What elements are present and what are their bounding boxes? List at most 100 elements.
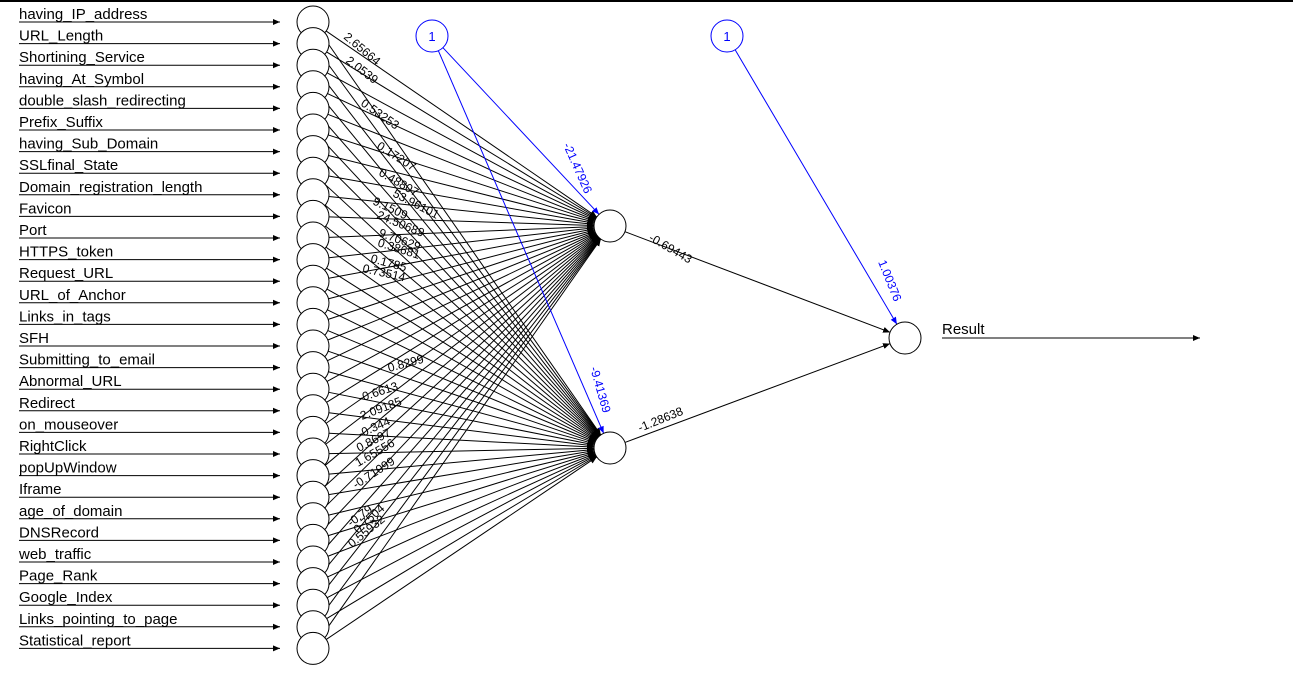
edge-input-1-hidden-2 bbox=[321, 34, 602, 436]
edge-input-7-hidden-1 bbox=[328, 155, 595, 224]
input-label: Domain_registration_length bbox=[19, 179, 202, 196]
hidden-output-weight-2: -1.28638 bbox=[636, 404, 685, 435]
edge-input-16-hidden-1 bbox=[327, 231, 596, 341]
edge-input-28-hidden-2 bbox=[326, 455, 597, 599]
edge-input-15-hidden-2 bbox=[327, 330, 596, 443]
edge-input-2-hidden-2 bbox=[322, 56, 601, 436]
input-label: RightClick bbox=[19, 438, 87, 455]
bias-node-label: 1 bbox=[723, 29, 730, 44]
input-label: on_mouseover bbox=[19, 416, 118, 433]
edge-input-26-hidden-1 bbox=[323, 237, 600, 551]
edge-input-23-hidden-1 bbox=[324, 236, 599, 487]
bias-weight-output: 1.00376 bbox=[875, 258, 904, 304]
edge-input-23-hidden-2 bbox=[328, 448, 595, 496]
edge-input-8-hidden-2 bbox=[324, 183, 599, 438]
input-label: Google_Index bbox=[19, 589, 113, 606]
edge-input-21-hidden-2 bbox=[328, 445, 595, 455]
input-label: URL_of_Anchor bbox=[19, 287, 126, 304]
input-label: Iframe bbox=[19, 481, 62, 498]
edge-input-13-hidden-2 bbox=[326, 288, 597, 441]
edge-input-19-hidden-1 bbox=[326, 234, 597, 403]
edge-input-29-hidden-2 bbox=[326, 455, 597, 619]
input-label: age_of_domain bbox=[19, 503, 122, 520]
edge-input-28-hidden-1 bbox=[322, 238, 601, 593]
hidden-node-2 bbox=[593, 431, 627, 465]
edge-input-11-hidden-1 bbox=[328, 223, 595, 238]
input-label: Prefix_Suffix bbox=[19, 114, 103, 131]
input-label: having_At_Symbol bbox=[19, 71, 144, 88]
hidden-output-weight-1: -0.69443 bbox=[647, 230, 695, 266]
input-label: having_Sub_Domain bbox=[19, 136, 158, 153]
input-label: Favicon bbox=[19, 200, 72, 217]
input-label: Links_in_tags bbox=[19, 308, 111, 325]
bias-weight-hidden-1: -21.47926 bbox=[560, 141, 595, 196]
input-label: Links_pointing_to_page bbox=[19, 611, 177, 628]
edge-input-3-hidden-1 bbox=[326, 72, 597, 219]
edge-input-30-hidden-1 bbox=[321, 238, 602, 636]
input-node bbox=[296, 631, 330, 665]
edge-input-24-hidden-1 bbox=[324, 236, 599, 508]
hidden-node-1 bbox=[593, 209, 627, 243]
edge-input-24-hidden-2 bbox=[328, 450, 595, 516]
edge-input-22-hidden-2 bbox=[328, 447, 595, 475]
input-label: URL_Length bbox=[19, 28, 103, 45]
bias-edge-hidden-1 bbox=[442, 47, 600, 215]
input-label: Abnormal_URL bbox=[19, 373, 122, 390]
edge-input-1-hidden-1 bbox=[325, 30, 598, 218]
edge-input-2-hidden-1 bbox=[326, 51, 597, 219]
output-node bbox=[888, 321, 922, 355]
edge-input-20-hidden-2 bbox=[328, 432, 595, 450]
edge-input-5-hidden-2 bbox=[323, 120, 600, 437]
input-label: HTTPS_token bbox=[19, 244, 113, 261]
edge-input-15-hidden-1 bbox=[328, 230, 595, 320]
edge-input-14-hidden-2 bbox=[327, 309, 596, 442]
edge-input-16-hidden-2 bbox=[327, 350, 596, 444]
edge-input-6-hidden-1 bbox=[328, 134, 595, 222]
edge-input-25-hidden-2 bbox=[328, 451, 595, 537]
input-label: Page_Rank bbox=[19, 568, 98, 585]
edge-input-9-hidden-1 bbox=[328, 195, 595, 227]
edge-input-27-hidden-1 bbox=[322, 237, 601, 572]
weight-label-h2: 0.8299 bbox=[386, 352, 425, 375]
edge-input-4-hidden-1 bbox=[327, 93, 596, 220]
edge-input-17-hidden-1 bbox=[327, 232, 596, 362]
bias-edge-hidden-2 bbox=[437, 50, 605, 434]
input-label: Port bbox=[19, 222, 47, 239]
bias-node-1 bbox=[415, 19, 449, 53]
edge-input-27-hidden-2 bbox=[327, 454, 596, 578]
edge-input-29-hidden-1 bbox=[322, 238, 601, 615]
input-label: having_IP_address bbox=[19, 6, 147, 23]
bias-edge-output bbox=[734, 49, 898, 325]
bias-node-2 bbox=[710, 19, 744, 53]
bias-edges-layer bbox=[437, 47, 898, 434]
edge-input-9-hidden-2 bbox=[324, 204, 599, 439]
edge-input-8-hidden-1 bbox=[328, 175, 595, 225]
input-label: SSLfinal_State bbox=[19, 157, 118, 174]
edge-input-7-hidden-2 bbox=[323, 162, 600, 438]
top-border bbox=[0, 0, 1293, 2]
edge-input-3-hidden-2 bbox=[322, 77, 601, 436]
input-label: SFH bbox=[19, 330, 49, 347]
edge-input-22-hidden-1 bbox=[324, 235, 599, 466]
edge-input-17-hidden-2 bbox=[328, 371, 595, 445]
input-label: Statistical_report bbox=[19, 632, 132, 649]
edge-input-13-hidden-1 bbox=[328, 227, 595, 279]
input-label: Request_URL bbox=[19, 265, 113, 282]
edge-input-6-hidden-2 bbox=[323, 141, 600, 437]
output-label: Result bbox=[942, 321, 985, 338]
edge-input-18-hidden-2 bbox=[328, 391, 595, 447]
input-label: Shortining_Service bbox=[19, 49, 145, 66]
edge-input-11-hidden-2 bbox=[325, 246, 598, 440]
edge-input-12-hidden-2 bbox=[326, 267, 597, 440]
input-label: Redirect bbox=[19, 395, 76, 412]
edge-input-12-hidden-1 bbox=[328, 225, 595, 259]
edge-input-19-hidden-2 bbox=[328, 412, 595, 449]
edge-input-4-hidden-2 bbox=[322, 98, 601, 436]
labels-layer: having_IP_address URL_Length Shortining_Se… bbox=[18, 6, 985, 649]
edge-input-10-hidden-1 bbox=[328, 216, 595, 229]
bias-weight-hidden-2: -9.41369 bbox=[587, 365, 614, 415]
input-label: popUpWindow bbox=[19, 460, 117, 477]
edge-input-5-hidden-1 bbox=[327, 113, 596, 221]
input-label: double_slash_redirecting bbox=[19, 92, 186, 109]
